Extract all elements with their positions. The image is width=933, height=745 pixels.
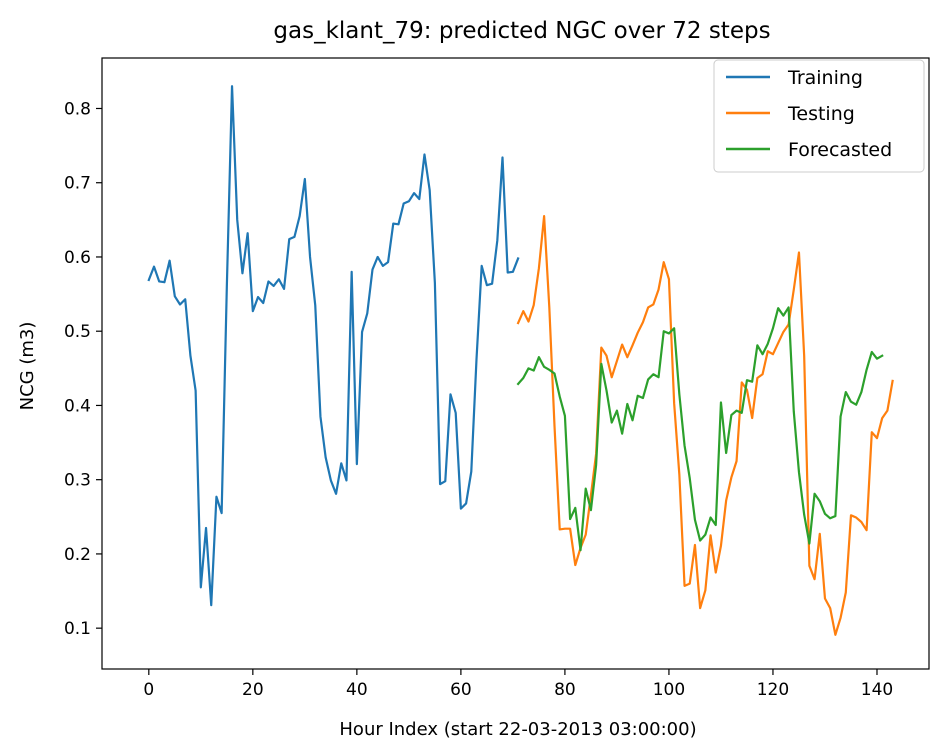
series-line-training <box>147 85 520 607</box>
legend-label-testing: Testing <box>787 103 855 125</box>
y-tick-label: 0.7 <box>64 174 91 194</box>
y-axis: 0.1 0.2 0.3 0.4 0.5 0.6 0.7 0.8 <box>64 99 102 639</box>
chart-title: gas_klant_79: predicted NGC over 72 step… <box>273 18 770 44</box>
y-axis-label: NCG (m3) <box>17 322 38 411</box>
x-tick-label: 20 <box>242 680 264 700</box>
x-tick-label: 80 <box>554 680 576 700</box>
x-tick-label: 120 <box>757 680 789 700</box>
plot-area <box>101 57 930 670</box>
y-tick-label: 0.1 <box>64 619 91 639</box>
y-tick-label: 0.3 <box>64 471 91 491</box>
y-tick-label: 0.2 <box>64 545 91 565</box>
x-tick-label: 40 <box>346 680 368 700</box>
series-lines <box>147 85 894 636</box>
x-tick-label: 0 <box>143 680 154 700</box>
series-line-testing <box>516 215 894 636</box>
x-axis: 0 20 40 60 80 100 120 140 <box>143 669 893 700</box>
legend-box <box>713 59 925 173</box>
y-tick-label: 0.6 <box>64 248 91 268</box>
legend-label-training: Training <box>787 67 863 89</box>
y-tick-label: 0.5 <box>64 322 91 342</box>
y-tick-label: 0.4 <box>64 396 91 416</box>
series-line-forecasted <box>516 306 884 552</box>
x-tick-label: 140 <box>861 680 893 700</box>
x-tick-label: 100 <box>653 680 685 700</box>
legend: Training Testing Forecasted <box>713 59 925 173</box>
x-tick-label: 60 <box>450 680 472 700</box>
legend-label-forecasted: Forecasted <box>788 139 892 161</box>
y-tick-label: 0.8 <box>64 99 91 119</box>
x-axis-label: Hour Index (start 22-03-2013 03:00:00) <box>339 719 696 740</box>
